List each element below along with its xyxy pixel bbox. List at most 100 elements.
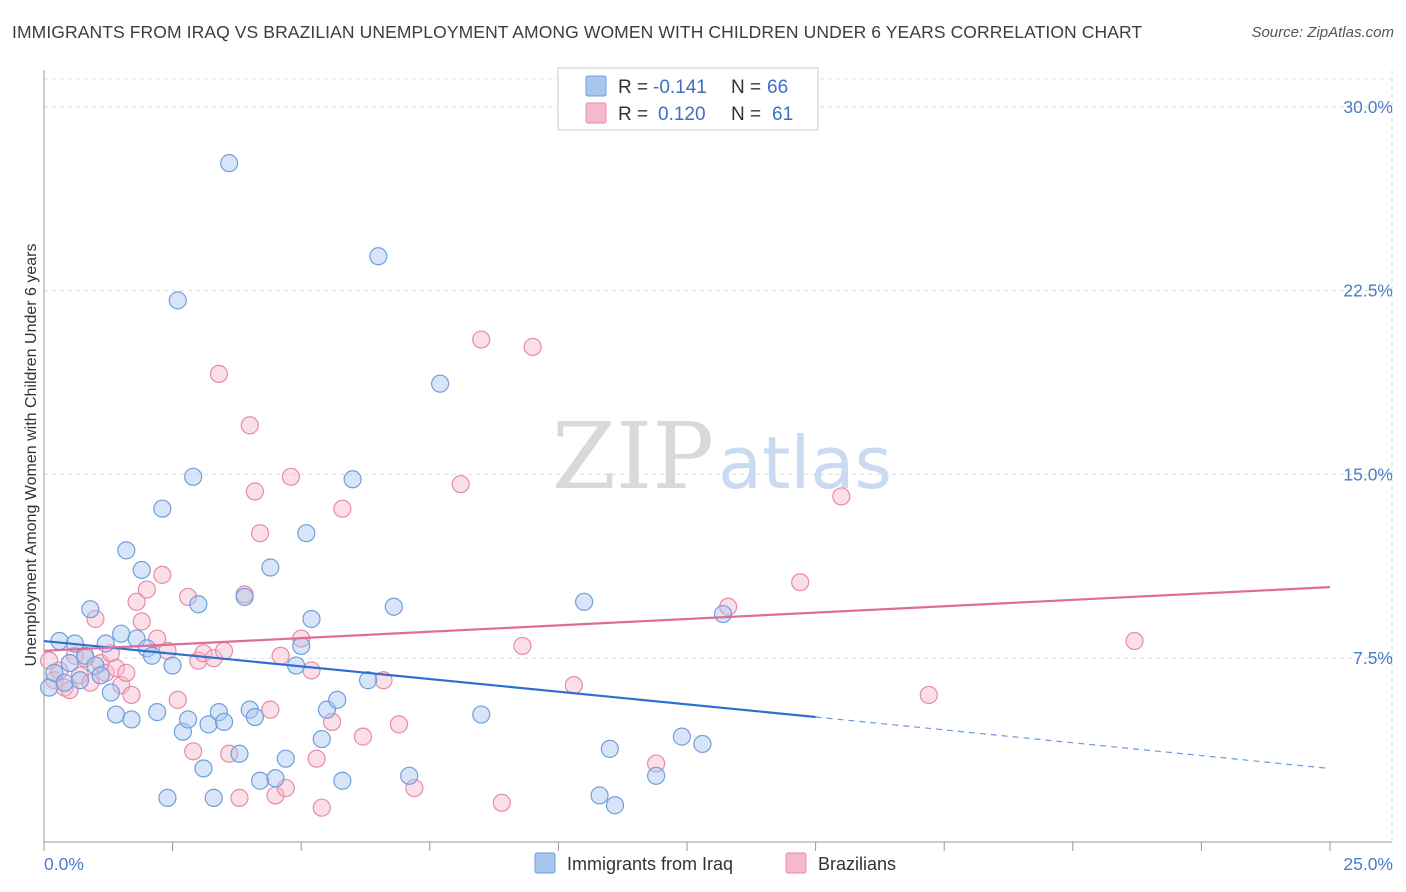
data-point-immigrants-from-iraq xyxy=(250,771,270,790)
y-axis-label: Unemployment Among Women with Children U… xyxy=(23,243,40,666)
data-point-immigrants-from-iraq xyxy=(693,734,712,754)
bottom-legend-label-iraq: Immigrants from Iraq xyxy=(567,854,733,874)
data-point-brazilians xyxy=(178,587,198,607)
data-point-immigrants-from-iraq xyxy=(245,707,265,727)
x-tick-label: 0.0% xyxy=(44,854,84,874)
data-point-immigrants-from-iraq xyxy=(117,541,136,560)
data-point-immigrants-from-iraq xyxy=(713,604,733,624)
data-point-immigrants-from-iraq xyxy=(101,683,120,702)
data-point-immigrants-from-iraq xyxy=(358,671,378,690)
watermark-zip: ZIP xyxy=(552,403,714,510)
data-point-brazilians xyxy=(451,475,470,494)
data-point-brazilians xyxy=(564,676,583,695)
data-point-immigrants-from-iraq xyxy=(292,636,311,656)
data-point-immigrants-from-iraq xyxy=(158,788,177,807)
data-point-immigrants-from-iraq xyxy=(276,749,295,768)
legend-n-label-brazil: N = xyxy=(731,104,761,125)
data-point-immigrants-from-iraq xyxy=(220,154,239,173)
trend-lines xyxy=(43,586,1331,770)
data-point-brazilians xyxy=(86,609,105,629)
data-point-brazilians xyxy=(832,487,851,506)
data-point-brazilians xyxy=(122,685,141,705)
data-point-immigrants-from-iraq xyxy=(214,712,234,732)
data-point-immigrants-from-iraq xyxy=(112,624,131,643)
data-point-immigrants-from-iraq xyxy=(168,291,187,310)
data-point-immigrants-from-iraq xyxy=(235,587,254,607)
data-point-immigrants-from-iraq xyxy=(132,560,151,580)
data-point-immigrants-from-iraq xyxy=(430,374,450,393)
data-point-immigrants-from-iraq xyxy=(575,592,594,611)
data-point-immigrants-from-iraq xyxy=(153,499,172,518)
data-point-brazilians xyxy=(333,499,352,518)
data-point-immigrants-from-iraq xyxy=(384,597,403,616)
grid-lines xyxy=(44,70,1393,842)
legend-n-value-iraq: 66 xyxy=(767,77,788,98)
data-point-immigrants-from-iraq xyxy=(472,705,491,724)
trend-line-iraq xyxy=(43,639,816,719)
legend-r-value-brazil: 0.120 xyxy=(658,104,706,125)
bottom-legend-swatch-brazil xyxy=(785,852,807,874)
data-point-immigrants-from-iraq xyxy=(55,673,74,692)
data-point-immigrants-from-iraq xyxy=(96,634,115,653)
data-point-immigrants-from-iraq xyxy=(81,600,100,619)
data-point-immigrants-from-iraq xyxy=(647,766,666,785)
y-tick-label: 30.0% xyxy=(1343,97,1393,117)
data-point-immigrants-from-iraq xyxy=(605,796,625,815)
legend-swatch-iraq xyxy=(585,75,607,97)
legend-r-label-iraq: R = xyxy=(618,77,648,98)
trend-line-iraq-extrapolated xyxy=(815,716,1331,770)
data-point-brazilians xyxy=(374,671,393,690)
data-point-brazilians xyxy=(250,524,270,543)
data-point-brazilians xyxy=(214,641,234,660)
data-point-immigrants-from-iraq xyxy=(122,710,141,729)
axes: 7.5% 15.0% 22.5% 30.0% 0.0% 25.0% xyxy=(43,70,1393,874)
data-point-immigrants-from-iraq xyxy=(106,705,126,724)
data-point-immigrants-from-iraq xyxy=(70,671,90,690)
bottom-legend-label-brazil: Brazilians xyxy=(818,854,896,874)
data-point-immigrants-from-iraq xyxy=(590,786,609,805)
data-point-brazilians xyxy=(106,658,126,678)
y-tick-label: 7.5% xyxy=(1353,648,1393,668)
y-tick-label: 15.0% xyxy=(1343,464,1393,484)
data-point-brazilians xyxy=(240,416,259,435)
data-point-brazilians xyxy=(132,612,151,631)
legend: R = -0.141 N = 66 R = 0.120 N = 61 xyxy=(557,67,819,131)
data-point-brazilians xyxy=(523,337,542,357)
data-point-immigrants-from-iraq xyxy=(600,739,619,758)
data-point-brazilians xyxy=(919,685,938,705)
data-point-immigrants-from-iraq xyxy=(163,656,182,675)
data-point-immigrants-from-iraq xyxy=(266,769,285,788)
data-point-brazilians xyxy=(302,661,321,680)
data-point-brazilians xyxy=(209,364,228,383)
data-point-immigrants-from-iraq xyxy=(199,715,218,734)
data-point-immigrants-from-iraq xyxy=(328,690,347,709)
data-point-brazilians xyxy=(184,742,203,761)
data-point-immigrants-from-iraq xyxy=(204,788,223,807)
legend-r-label-brazil: R = xyxy=(618,104,648,125)
data-point-brazilians xyxy=(389,715,409,734)
watermark-atlas: atlas xyxy=(718,421,892,505)
data-point-brazilians xyxy=(245,482,265,501)
data-point-brazilians xyxy=(271,646,290,665)
data-point-brazilians xyxy=(153,565,172,584)
data-point-brazilians xyxy=(168,690,187,709)
legend-r-value-iraq: -0.141 xyxy=(653,77,707,98)
data-point-brazilians xyxy=(220,744,239,763)
data-point-brazilians xyxy=(70,666,90,685)
data-point-immigrants-from-iraq xyxy=(60,653,79,673)
bottom-legend-swatch-iraq xyxy=(534,852,556,874)
data-point-brazilians xyxy=(117,663,136,682)
data-point-immigrants-from-iraq xyxy=(302,609,321,629)
data-point-immigrants-from-iraq xyxy=(148,703,167,722)
data-point-immigrants-from-iraq xyxy=(672,727,691,746)
data-point-brazilians xyxy=(307,749,326,768)
data-point-brazilians xyxy=(261,700,280,719)
data-point-brazilians xyxy=(281,467,301,486)
data-point-immigrants-from-iraq xyxy=(142,646,162,665)
data-point-immigrants-from-iraq xyxy=(230,744,249,763)
data-point-brazilians xyxy=(353,727,373,746)
y-axis-label-group: Unemployment Among Women with Children U… xyxy=(23,243,40,666)
data-point-immigrants-from-iraq xyxy=(209,703,228,722)
data-point-brazilians xyxy=(492,793,511,812)
data-point-brazilians xyxy=(1125,631,1144,651)
